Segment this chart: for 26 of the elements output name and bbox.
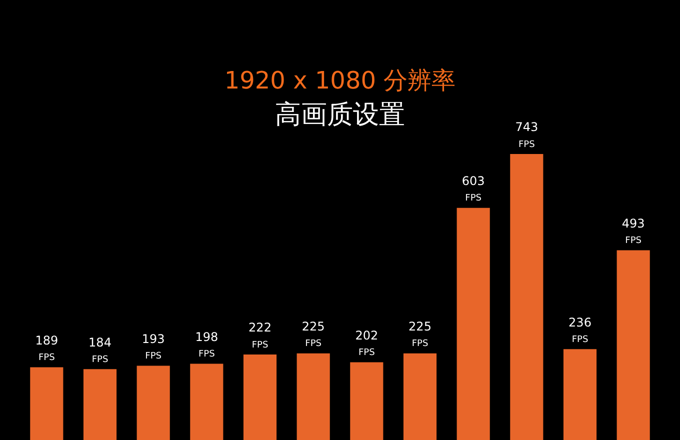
data-label: 193 FPS [142, 332, 165, 362]
bar [456, 208, 490, 440]
data-label: 202 FPS [355, 328, 378, 358]
bar [30, 367, 64, 440]
data-label: 198 FPS [195, 330, 218, 360]
bar [350, 362, 384, 440]
bar [243, 354, 277, 440]
data-label: 743 FPS [515, 120, 538, 150]
data-label: 189 FPS [35, 333, 58, 364]
chart-subtitle: 高画质设置 [275, 100, 405, 130]
bar [403, 353, 437, 440]
bar [563, 349, 597, 440]
data-label: 184 FPS [88, 335, 112, 366]
data-label: 222 FPS [248, 320, 272, 350]
bar [510, 154, 544, 440]
chart-title: 1920 x 1080 分辨率 [224, 66, 456, 95]
bar [83, 369, 117, 440]
data-label: 603 FPS [462, 174, 485, 204]
bar [190, 364, 224, 440]
data-label: 225 FPS [302, 320, 325, 350]
bar [616, 250, 650, 440]
bar [136, 366, 170, 440]
data-label: 225 FPS [408, 320, 432, 350]
data-label: 236 FPS [568, 315, 592, 345]
data-label: 493 FPS [622, 216, 645, 246]
bar [296, 353, 330, 440]
